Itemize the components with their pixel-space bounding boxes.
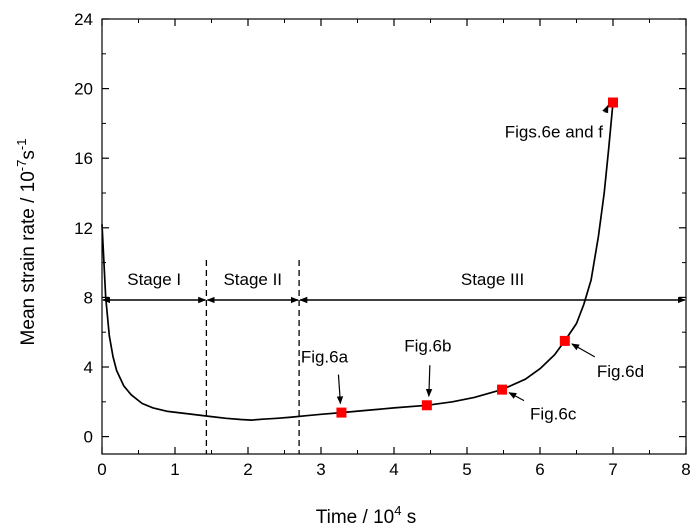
x-tick-label: 5: [462, 460, 471, 479]
y-tick-label: 8: [84, 288, 93, 307]
x-tick-label: 6: [535, 460, 544, 479]
marker-layer: Fig.6a Fig.6b Fig.6c Fig.6d Figs.6e and f: [301, 97, 644, 424]
x-axis-title: Time / 104 s: [316, 503, 417, 528]
x-tick-label: 3: [316, 460, 325, 479]
callout-arrow: [336, 374, 344, 405]
x-tick-label: 7: [608, 460, 617, 479]
marker-label: Fig.6b: [404, 336, 451, 355]
marker-label: Fig.6c: [530, 405, 577, 424]
callout-arrow: [425, 365, 433, 398]
y-tick-label: 20: [74, 80, 93, 99]
y-axis-title: Mean strain rate / 10-7s-1: [14, 139, 39, 346]
y-tick-label: 24: [74, 10, 93, 29]
stage-label: Stage II: [223, 270, 282, 289]
data-marker: [608, 97, 618, 108]
x-tick-label: 0: [97, 460, 106, 479]
y-tick-label: 4: [84, 358, 93, 377]
marker-label: Figs.6e and f: [505, 123, 604, 142]
callout-arrow: [602, 104, 609, 114]
marker-label: Fig.6d: [597, 362, 644, 381]
data-marker: [336, 407, 347, 418]
curve-layer: [101, 102, 614, 421]
data-marker: [559, 335, 570, 346]
strain-rate-curve: [101, 102, 614, 421]
x-tick-label: 4: [389, 460, 398, 479]
callout-arrow: [571, 343, 596, 358]
callout-arrow: [508, 392, 525, 402]
marker-label: Fig.6a: [301, 348, 349, 367]
stage-annotations: Stage I Stage II Stage III: [102, 259, 686, 454]
y-tick-label: 16: [74, 149, 93, 168]
y-tick-label: 12: [74, 219, 93, 238]
stage-label: Stage I: [127, 270, 181, 289]
data-marker: [421, 400, 432, 411]
y-tick-label: 0: [84, 428, 93, 447]
x-tick-label: 2: [243, 460, 252, 479]
x-tick-label: 8: [681, 460, 690, 479]
stage-label: Stage III: [461, 270, 524, 289]
axis-titles: Time / 104 s Mean strain rate / 10-7s-1: [14, 139, 416, 528]
data-marker: [497, 384, 508, 395]
x-tick-label: 1: [170, 460, 179, 479]
